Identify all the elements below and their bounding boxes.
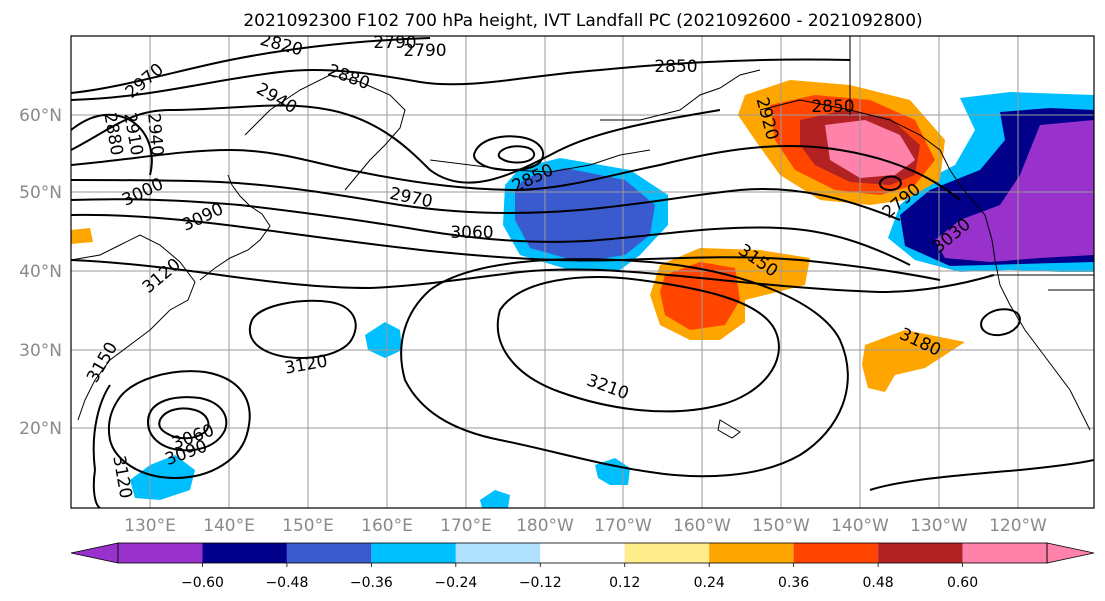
coast-alaska-south bbox=[600, 69, 761, 121]
colorbar: −0.60 −0.48 −0.36 −0.24 −0.12 0.12 0.24 0.36 0.4… bbox=[70, 542, 1095, 591]
colorbar-tick-label: −0.60 bbox=[181, 575, 224, 591]
map-title: 2021092300 F102 700 hPa height, IVT Land… bbox=[243, 11, 922, 31]
shade-blob-1 bbox=[365, 322, 402, 358]
lon-label: 150°E bbox=[282, 516, 334, 536]
map-frame bbox=[70, 35, 1095, 509]
colorbar-segment bbox=[540, 543, 625, 563]
colorbar-segment bbox=[455, 543, 541, 563]
contour-closed-2850 bbox=[473, 135, 545, 172]
colorbar-tick-label: −0.48 bbox=[265, 575, 308, 591]
lon-label: 170°E bbox=[440, 516, 492, 536]
longitude-labels: 130°E 140°E 150°E 160°E 170°E 180°W 170°W 160°W… bbox=[124, 516, 1047, 536]
colorbar-segment bbox=[793, 543, 879, 563]
contour-closed-east bbox=[980, 308, 1021, 337]
colorbar-segment bbox=[286, 543, 372, 563]
colorbar-tick-label: −0.36 bbox=[350, 575, 393, 591]
shade-blob-5 bbox=[71, 228, 93, 244]
graticule bbox=[71, 36, 1094, 508]
lon-label: 140°W bbox=[831, 516, 889, 536]
colorbar-segment bbox=[202, 543, 287, 563]
lat-label: 50°N bbox=[19, 183, 62, 203]
lat-label: 30°N bbox=[19, 341, 62, 361]
shade-blob-2 bbox=[595, 458, 630, 485]
lat-label: 60°N bbox=[19, 106, 62, 126]
contour-line bbox=[71, 104, 721, 184]
contour-label: 2790 bbox=[403, 41, 446, 61]
coastlines bbox=[71, 36, 1094, 439]
colorbar-extend-low bbox=[70, 542, 119, 564]
colorbar-tick-label: −0.12 bbox=[519, 575, 562, 591]
contour-line bbox=[71, 179, 901, 221]
lon-label: 160°W bbox=[673, 516, 731, 536]
contour-closed-3210 bbox=[496, 276, 780, 413]
colorbar-segment bbox=[118, 543, 203, 563]
latitude-labels: 60°N 50°N 40°N 30°N 20°N bbox=[19, 106, 62, 439]
coast-asia bbox=[71, 234, 196, 421]
contour-closed-outer bbox=[400, 258, 849, 478]
contour-line bbox=[71, 37, 431, 94]
colorbar-tick-label: 0.12 bbox=[609, 575, 640, 591]
colorbar-segment bbox=[709, 543, 794, 563]
map-background bbox=[71, 36, 1094, 508]
map-panel: 2970 2880 2910 2940 2820 2790 2790 2880 … bbox=[70, 33, 1095, 509]
contour-line bbox=[71, 144, 961, 201]
contour-label: 2940 bbox=[143, 112, 167, 157]
contour-label: 2850 bbox=[811, 97, 854, 117]
contour-label: 2790 bbox=[373, 33, 416, 53]
shade-blob-4 bbox=[480, 490, 510, 508]
colorbar-frame bbox=[117, 542, 1048, 564]
colorbar-segment bbox=[962, 543, 1047, 563]
lon-label: 130°E bbox=[124, 516, 176, 536]
colorbar-tick-label: −0.24 bbox=[434, 575, 477, 591]
contour-line bbox=[71, 213, 941, 281]
colorbar-tick-label: 0.36 bbox=[778, 575, 809, 591]
contour-label: 3060 bbox=[450, 223, 493, 243]
contour-line bbox=[71, 58, 851, 101]
lon-label: 180°W bbox=[516, 516, 574, 536]
height-contours bbox=[71, 37, 1094, 508]
lon-label: 160°E bbox=[361, 516, 413, 536]
contour-low-2 bbox=[158, 407, 210, 440]
contour-line bbox=[71, 198, 911, 266]
colorbar-segment bbox=[371, 543, 456, 563]
contour-closed-small bbox=[878, 175, 902, 192]
contour-closed-inner bbox=[497, 145, 536, 164]
lon-label: 140°E bbox=[203, 516, 255, 536]
lat-label: 40°N bbox=[19, 262, 62, 282]
contour-label: 2850 bbox=[654, 57, 697, 77]
shade-negative-na-core bbox=[935, 120, 1094, 262]
coast-kamchatka bbox=[244, 74, 406, 191]
colorbar-tick-label: 0.60 bbox=[947, 575, 978, 591]
contour-low-1 bbox=[146, 396, 228, 452]
contour-low-3 bbox=[107, 370, 251, 480]
contour-line bbox=[71, 113, 153, 176]
lon-label: 150°W bbox=[752, 516, 810, 536]
colorbar-extend-high bbox=[1046, 542, 1095, 564]
lon-label: 120°W bbox=[989, 516, 1047, 536]
coast-japan bbox=[199, 174, 271, 281]
coast-north-america bbox=[759, 99, 1091, 431]
contour-line bbox=[92, 384, 111, 508]
contour-line bbox=[869, 459, 1094, 491]
colorbar-tick-label: 0.24 bbox=[694, 575, 725, 591]
colorbar-segment bbox=[878, 543, 963, 563]
lon-label: 170°W bbox=[594, 516, 652, 536]
contour-closed-3120 bbox=[248, 299, 357, 359]
lat-label: 20°N bbox=[19, 419, 62, 439]
lon-label: 130°W bbox=[910, 516, 968, 536]
contour-line bbox=[71, 259, 995, 294]
coast-aleutians bbox=[429, 149, 651, 173]
colorbar-segment bbox=[624, 543, 710, 563]
colorbar-tick-label: 0.48 bbox=[863, 575, 894, 591]
coast-hawaii bbox=[717, 419, 741, 439]
